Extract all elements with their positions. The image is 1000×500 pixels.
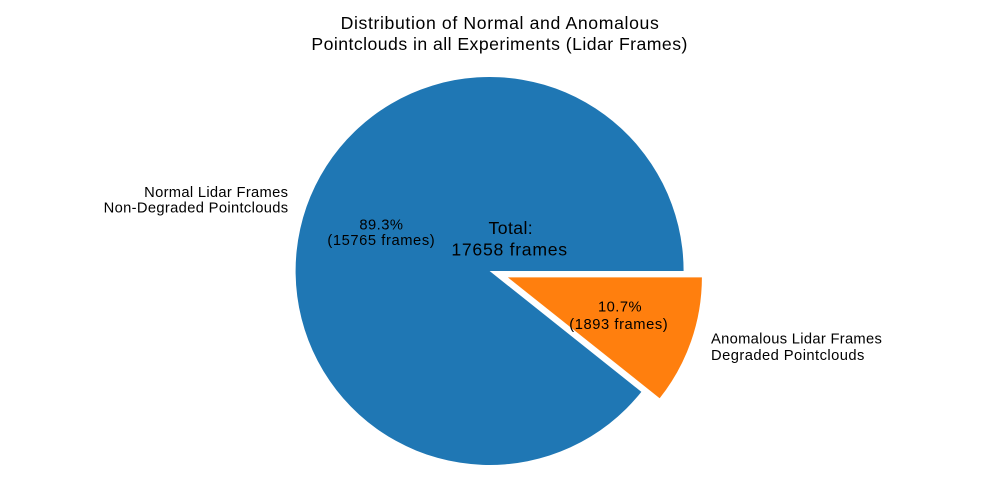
svg-text:Normal Lidar Frames: Normal Lidar Frames bbox=[144, 185, 288, 201]
svg-text:10.7%: 10.7% bbox=[598, 300, 642, 316]
svg-text:Anomalous Lidar Frames: Anomalous Lidar Frames bbox=[711, 332, 882, 348]
svg-text:Non-Degraded Pointclouds: Non-Degraded Pointclouds bbox=[104, 201, 289, 217]
svg-text:89.3%: 89.3% bbox=[359, 217, 403, 233]
svg-text:17658 frames: 17658 frames bbox=[451, 239, 567, 259]
svg-text:Distribution of Normal and Ano: Distribution of Normal and Anomalous bbox=[341, 13, 660, 33]
svg-text:(1893 frames): (1893 frames) bbox=[569, 317, 668, 333]
svg-text:Degraded Pointclouds: Degraded Pointclouds bbox=[711, 348, 865, 364]
svg-text:Total:: Total: bbox=[489, 218, 534, 238]
svg-text:(15765 frames): (15765 frames) bbox=[327, 233, 435, 249]
svg-text:Pointclouds in all Experiments: Pointclouds in all Experiments (Lidar Fr… bbox=[311, 34, 687, 54]
